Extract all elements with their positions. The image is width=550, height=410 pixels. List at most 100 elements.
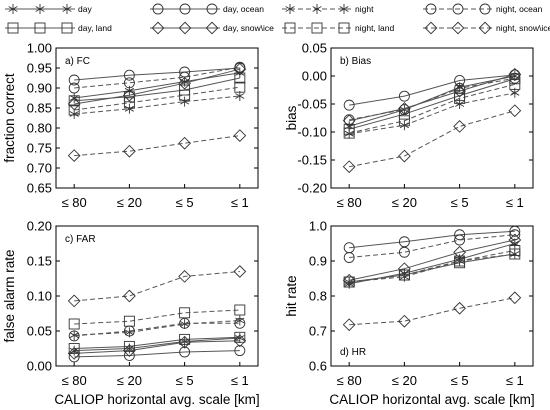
legend-label: night, snow\ice xyxy=(496,23,550,33)
series-night-land xyxy=(343,245,521,288)
data-point-square xyxy=(343,127,355,139)
series-day-land xyxy=(68,331,246,354)
data-point-square xyxy=(179,307,191,319)
data-point-diamond xyxy=(123,289,136,303)
y-tick-label: -0.05 xyxy=(297,97,327,112)
data-point-circle xyxy=(123,77,135,89)
panel-label: d) HR xyxy=(340,347,366,358)
data-point-circle xyxy=(234,61,246,73)
data-point-diamond xyxy=(453,301,466,315)
data-point-star xyxy=(69,109,79,119)
x-tick-label: ≤ 20 xyxy=(117,373,142,388)
data-point-star xyxy=(399,120,409,131)
data-point-star xyxy=(124,103,134,114)
legend-entry-night: night xyxy=(282,4,374,14)
y-axis-label: bias xyxy=(284,105,299,130)
legend-star-icon xyxy=(339,4,349,14)
data-point-circle xyxy=(234,345,246,357)
series-line xyxy=(349,75,515,127)
data-point-circle xyxy=(68,330,80,342)
x-tick-label: ≤ 80 xyxy=(62,373,87,388)
legend-entry-day: day xyxy=(5,4,92,14)
data-point-diamond xyxy=(508,291,522,305)
data-point-circle xyxy=(343,252,355,263)
legend-square-icon xyxy=(7,22,19,34)
series-day-snow xyxy=(67,62,247,111)
legend-label: night, ocean xyxy=(496,4,543,14)
data-point-square xyxy=(509,78,521,90)
data-point-circle xyxy=(68,82,80,94)
legend-square-icon xyxy=(338,22,350,34)
series-line xyxy=(349,92,515,135)
series-day-ocean xyxy=(343,225,521,254)
y-tick-label: 0.6 xyxy=(309,359,327,374)
data-point-square xyxy=(179,89,191,101)
series-line xyxy=(349,74,515,106)
series-night-land xyxy=(68,304,246,330)
series-line xyxy=(74,135,240,157)
legend-diamond-icon xyxy=(151,21,165,35)
data-point-circle xyxy=(398,104,410,116)
series-line xyxy=(349,297,515,326)
x-tick-label: ≤ 5 xyxy=(176,195,194,210)
series-day-ocean xyxy=(68,62,246,86)
panel-label: b) Bias xyxy=(340,56,371,67)
series-night-snow xyxy=(342,291,522,332)
series-line xyxy=(74,72,240,99)
panel-c: 0.00 0.05 0.10 0.15 0.20 ≤ 80 ≤ 20 ≤ 5 ≤ 1 false … xyxy=(2,219,260,408)
legend-label: day, land xyxy=(78,23,112,33)
series-night-snow xyxy=(342,104,522,174)
legend-star-icon xyxy=(35,4,45,14)
x-tick-label: ≤ 5 xyxy=(451,373,469,388)
y-tick-label: 0.10 xyxy=(27,289,52,304)
data-point-diamond xyxy=(123,88,136,102)
data-point-circle xyxy=(398,90,410,102)
y-tick-label: 0.15 xyxy=(27,254,52,269)
series-line xyxy=(74,68,240,105)
series-night xyxy=(69,91,245,119)
series-night-land xyxy=(343,78,521,139)
y-tick-label: -0.10 xyxy=(297,125,327,140)
data-point-circle xyxy=(509,229,521,241)
legend-entry-day-snow: day, snow\ice xyxy=(150,21,274,35)
legend-diamond-icon xyxy=(451,21,465,35)
data-point-diamond xyxy=(178,270,191,283)
x-tick-label: ≤ 1 xyxy=(506,195,524,210)
series-line xyxy=(74,271,240,302)
panel-label: c) FAR xyxy=(65,234,96,245)
data-point-diamond xyxy=(508,104,522,118)
legend-square-icon xyxy=(311,22,323,34)
legend-label: day, snow\ice xyxy=(223,23,274,33)
y-tick-label: 0.7 xyxy=(309,324,327,339)
data-point-star xyxy=(235,91,245,101)
legend-circle-icon xyxy=(425,3,437,15)
x-tick-label: ≤ 20 xyxy=(392,195,417,210)
plot-frame xyxy=(55,47,259,189)
data-point-square xyxy=(509,245,521,256)
legend-label: day, ocean xyxy=(223,4,264,14)
series-line xyxy=(349,243,515,285)
legend-entry-night-land: night, land xyxy=(282,22,394,34)
series-line xyxy=(74,66,240,89)
series-line xyxy=(74,86,240,111)
series-line xyxy=(349,239,515,281)
data-point-circle xyxy=(398,236,410,248)
data-point-diamond xyxy=(123,144,136,158)
series-day-land xyxy=(343,73,521,135)
data-point-star xyxy=(69,330,79,341)
legend-label: night xyxy=(355,4,374,14)
data-point-circle xyxy=(398,246,410,258)
data-point-circle xyxy=(179,317,191,329)
series-night xyxy=(344,87,520,139)
data-point-square xyxy=(454,255,466,267)
data-point-square xyxy=(123,315,135,327)
y-axis-label: fraction correct xyxy=(2,73,17,163)
data-point-diamond xyxy=(178,136,191,150)
legend-entry-day-land: day, land xyxy=(5,22,112,34)
data-point-diamond xyxy=(398,314,411,328)
series-line xyxy=(74,67,240,81)
legend-star-icon xyxy=(312,4,322,14)
series-night-ocean xyxy=(343,229,521,263)
y-tick-label: 0.05 xyxy=(302,41,327,56)
panel-d: 0.6 0.7 0.8 0.9 1.0 ≤ 80 ≤ 20 ≤ 5 ≤ 1 hit rate CAL… xyxy=(284,219,535,408)
